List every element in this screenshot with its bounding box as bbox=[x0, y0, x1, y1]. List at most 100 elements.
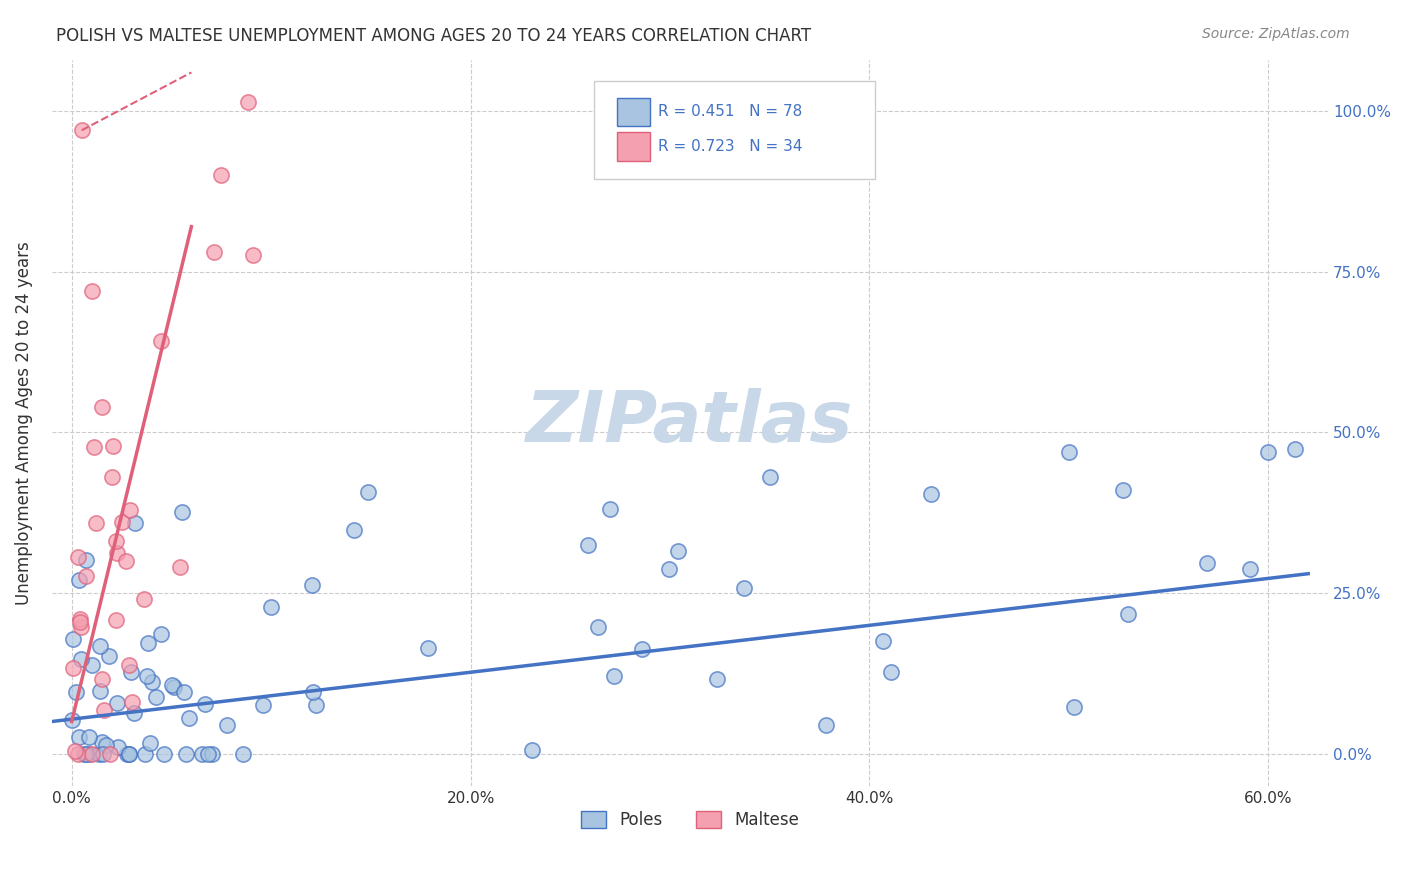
Point bbox=[343, 523, 366, 537]
Point bbox=[733, 581, 755, 595]
Point bbox=[169, 559, 191, 574]
Point bbox=[104, 534, 127, 549]
Point bbox=[79, 730, 101, 744]
Point bbox=[599, 502, 621, 516]
Point bbox=[105, 546, 128, 560]
Point bbox=[1057, 444, 1080, 458]
Point bbox=[73, 747, 96, 761]
Point bbox=[150, 334, 173, 348]
Point bbox=[121, 695, 143, 709]
Point bbox=[252, 698, 274, 712]
Point bbox=[83, 440, 105, 454]
Point bbox=[1257, 444, 1279, 458]
Point bbox=[67, 747, 90, 761]
Point bbox=[872, 633, 894, 648]
Point bbox=[215, 717, 238, 731]
Point bbox=[70, 123, 93, 137]
FancyBboxPatch shape bbox=[617, 132, 651, 161]
Point bbox=[115, 747, 138, 761]
Point bbox=[132, 592, 155, 607]
Point bbox=[758, 470, 780, 484]
Point bbox=[170, 505, 193, 519]
Point bbox=[520, 743, 543, 757]
Point bbox=[89, 640, 111, 654]
Point bbox=[115, 554, 138, 568]
Point bbox=[173, 684, 195, 698]
Point bbox=[124, 516, 146, 530]
Point bbox=[69, 612, 91, 626]
Point bbox=[120, 665, 142, 680]
Point bbox=[118, 502, 141, 516]
Point bbox=[67, 573, 90, 587]
Point bbox=[91, 747, 114, 761]
Point bbox=[586, 620, 609, 634]
Point bbox=[1116, 607, 1139, 621]
Point bbox=[75, 747, 97, 761]
Point bbox=[301, 684, 323, 698]
Point bbox=[80, 657, 103, 672]
Point bbox=[65, 685, 87, 699]
Point bbox=[145, 690, 167, 704]
Point bbox=[576, 538, 599, 552]
Point bbox=[163, 680, 186, 694]
Point bbox=[1111, 483, 1133, 497]
Point bbox=[209, 168, 232, 182]
Text: ZIPatlas: ZIPatlas bbox=[526, 388, 853, 458]
FancyBboxPatch shape bbox=[617, 98, 651, 127]
Point bbox=[238, 95, 260, 109]
Point bbox=[1239, 562, 1261, 576]
Legend: Poles, Maltese: Poles, Maltese bbox=[574, 804, 806, 836]
Point bbox=[150, 627, 173, 641]
Y-axis label: Unemployment Among Ages 20 to 24 years: Unemployment Among Ages 20 to 24 years bbox=[15, 241, 32, 605]
Point bbox=[117, 658, 139, 673]
Point bbox=[67, 730, 90, 744]
Point bbox=[89, 684, 111, 698]
Point bbox=[105, 696, 128, 710]
Point bbox=[305, 698, 328, 712]
Point bbox=[242, 248, 264, 262]
Point bbox=[197, 747, 219, 761]
Point bbox=[191, 747, 214, 761]
Point bbox=[136, 669, 159, 683]
Point bbox=[60, 713, 83, 727]
Point bbox=[630, 641, 652, 656]
Point bbox=[1063, 700, 1085, 714]
Point bbox=[879, 665, 901, 679]
Point bbox=[706, 673, 728, 687]
Point bbox=[118, 747, 141, 761]
Text: POLISH VS MALTESE UNEMPLOYMENT AMONG AGES 20 TO 24 YEARS CORRELATION CHART: POLISH VS MALTESE UNEMPLOYMENT AMONG AGE… bbox=[56, 27, 811, 45]
Point bbox=[118, 747, 141, 761]
Point bbox=[76, 553, 98, 567]
Point bbox=[98, 747, 121, 761]
Point bbox=[301, 577, 323, 591]
Point bbox=[814, 717, 837, 731]
FancyBboxPatch shape bbox=[595, 81, 875, 179]
Point bbox=[70, 620, 93, 634]
Point bbox=[1284, 442, 1306, 457]
Point bbox=[232, 747, 254, 761]
Point bbox=[201, 747, 224, 761]
Point bbox=[100, 470, 122, 484]
Point bbox=[70, 652, 93, 666]
Point bbox=[1197, 556, 1219, 570]
Point bbox=[66, 549, 89, 564]
Point bbox=[134, 747, 156, 761]
Point bbox=[658, 562, 681, 576]
Point bbox=[91, 735, 114, 749]
Point bbox=[666, 544, 689, 558]
Point bbox=[107, 739, 129, 754]
Point bbox=[98, 648, 121, 663]
Point bbox=[603, 669, 626, 683]
Point bbox=[141, 674, 163, 689]
Point bbox=[194, 697, 217, 711]
Point bbox=[179, 711, 201, 725]
Point bbox=[138, 635, 160, 649]
Point bbox=[160, 678, 183, 692]
Point bbox=[90, 400, 112, 414]
Point bbox=[96, 738, 118, 752]
Point bbox=[110, 516, 132, 530]
Point bbox=[103, 439, 125, 453]
Point bbox=[105, 613, 128, 627]
Point bbox=[62, 632, 84, 646]
Point bbox=[79, 747, 101, 761]
